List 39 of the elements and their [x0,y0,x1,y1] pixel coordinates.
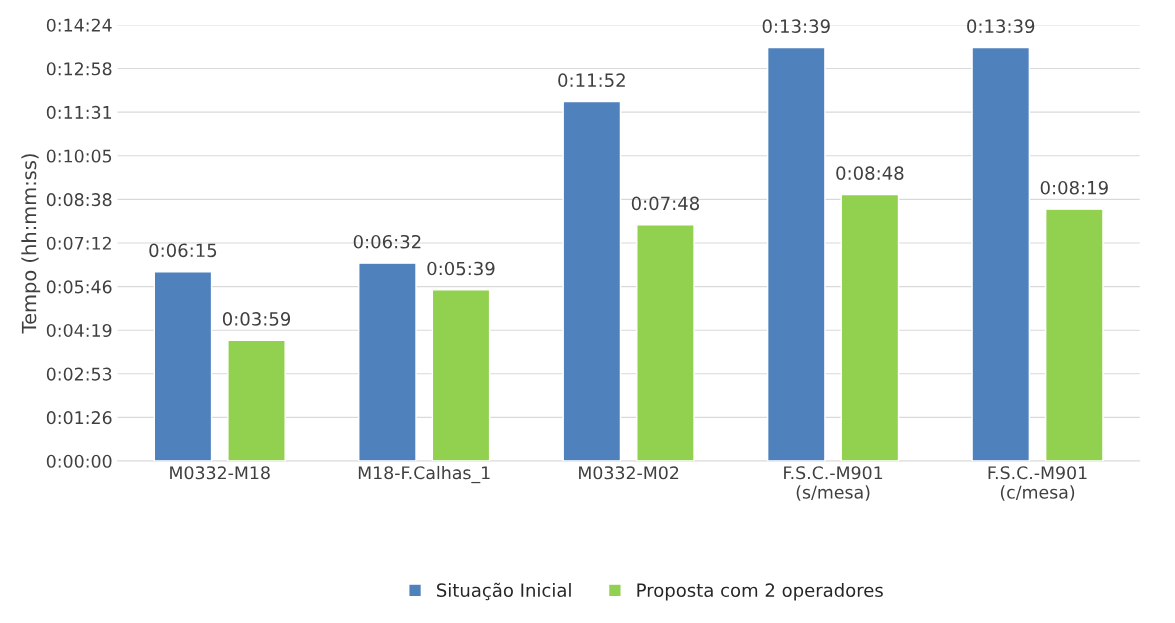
x-tick-label: F.S.C.-M901 (s/mesa) [784,466,883,501]
bar [766,46,826,462]
data-label: 0:06:32 [353,234,421,249]
bar [971,46,1031,462]
y-tick-label: 0:01:26 [46,411,112,425]
bar [153,271,213,462]
data-label: 0:13:39 [762,19,830,34]
bar [562,100,622,462]
x-tick-label: F.S.C.-M901 (c/mesa) [988,466,1087,501]
y-axis-title: Tempo (hh:mm:ss) [21,154,41,334]
y-tick-label: 0:05:46 [46,280,112,294]
y-tick-label: 0:07:12 [46,236,111,250]
y-tick-label: 0:14:24 [46,18,112,32]
x-tick-label: M0332-M02 [579,466,679,480]
data-label: 0:11:52 [558,73,625,88]
y-tick-label: 0:11:31 [46,105,112,119]
y-tick-label: 0:00:00 [46,454,112,468]
bar [1045,208,1104,462]
data-label: 0:06:15 [149,243,217,258]
y-tick-label: 0:02:53 [46,367,112,381]
legend-label: Situação Inicial [437,582,571,601]
data-label: 0:08:48 [836,166,904,180]
y-tick-label: 0:04:19 [46,323,112,338]
data-label: 0:05:39 [427,261,495,276]
bar [227,339,286,462]
bar [840,193,900,462]
x-tick-label: M0332-M18 [170,466,270,480]
y-tick-label: 0:12:58 [46,62,112,76]
legend-label: Proposta com 2 operadores [637,583,883,601]
data-label: 0:03:59 [222,312,291,326]
bar [636,224,695,462]
y-tick-label: 0:10:05 [46,149,112,163]
bar [358,262,417,462]
bar [431,289,491,462]
x-tick-label: M18-F.Calhas_1 [358,465,490,484]
data-label: 0:13:39 [967,19,1035,34]
data-label: 0:08:19 [1040,180,1108,195]
y-tick-label: 0:08:38 [46,193,112,207]
data-label: 0:07:48 [631,196,699,211]
